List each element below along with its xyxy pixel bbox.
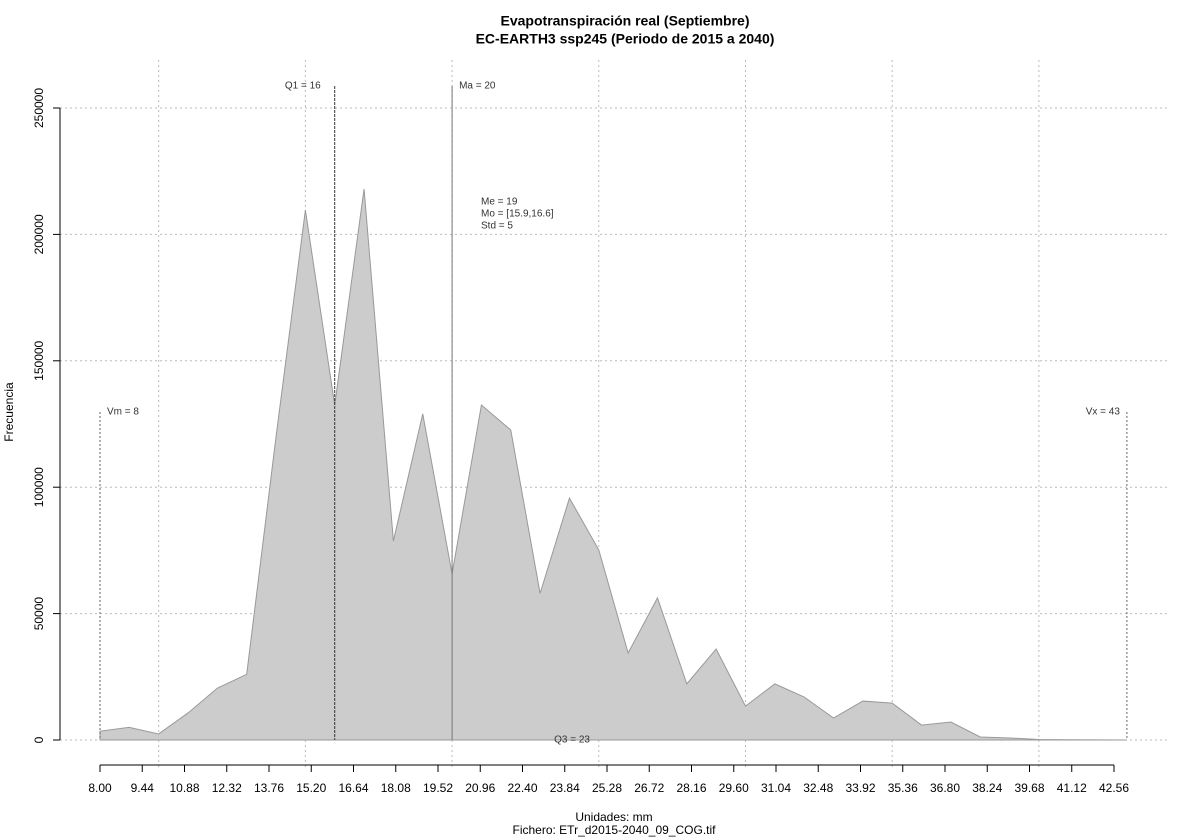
stat-label: Std = 5 bbox=[481, 221, 513, 232]
annotation-label: Q3 = 23 bbox=[554, 735, 590, 746]
x-tick-label: 20.96 bbox=[465, 781, 495, 795]
x-tick-label: 32.48 bbox=[803, 781, 833, 795]
y-tick-label: 250000 bbox=[32, 88, 46, 128]
x-tick-label: 9.44 bbox=[131, 781, 155, 795]
x-tick-label: 36.80 bbox=[930, 781, 960, 795]
annotation-label: Q1 = 16 bbox=[285, 81, 321, 92]
area bbox=[99, 188, 1127, 741]
y-tick-label: 200000 bbox=[32, 214, 46, 254]
x-tick-label: 15.20 bbox=[296, 781, 326, 795]
x-tick-label: 38.24 bbox=[972, 781, 1002, 795]
x-tick-label: 26.72 bbox=[634, 781, 664, 795]
y-tick-label: 100000 bbox=[32, 467, 46, 507]
x-tick-label: 41.12 bbox=[1057, 781, 1087, 795]
x-tick-label: 29.60 bbox=[719, 781, 749, 795]
x-tick-label: 8.00 bbox=[88, 781, 112, 795]
y-tick-label: 150000 bbox=[32, 340, 46, 380]
caption: Fichero: ETr_d2015-2040_09_COG.tif bbox=[513, 823, 717, 837]
annotation-label: Ma = 20 bbox=[459, 81, 496, 92]
x-tick-label: 31.04 bbox=[761, 781, 791, 795]
x-tick-label: 42.56 bbox=[1099, 781, 1129, 795]
x-tick-label: 19.52 bbox=[423, 781, 453, 795]
y-tick-label: 0 bbox=[32, 736, 46, 743]
annotation-label: Vx = 43 bbox=[1086, 407, 1121, 418]
chart-subtitle: EC-EARTH3 ssp245 (Periodo de 2015 a 2040… bbox=[476, 31, 775, 47]
x-tick-label: 12.32 bbox=[212, 781, 242, 795]
x-tick-label: 18.08 bbox=[381, 781, 411, 795]
x-tick-label: 22.40 bbox=[507, 781, 537, 795]
y-axis-label: Frecuencia bbox=[2, 382, 16, 442]
x-tick-label: 13.76 bbox=[254, 781, 284, 795]
x-tick-label: 28.16 bbox=[676, 781, 706, 795]
x-tick-label: 25.28 bbox=[592, 781, 622, 795]
x-tick-label: 10.88 bbox=[169, 781, 199, 795]
x-axis-label: Unidades: mm bbox=[575, 810, 652, 824]
stat-label: Me = 19 bbox=[481, 197, 518, 208]
x-tick-label: 23.84 bbox=[550, 781, 580, 795]
x-tick-label: 35.36 bbox=[888, 781, 918, 795]
x-tick-label: 16.64 bbox=[338, 781, 368, 795]
chart-title: Evapotranspiración real (Septiembre) bbox=[501, 13, 750, 29]
stat-label: Mo = [15.9,16.6] bbox=[481, 209, 554, 220]
x-tick-label: 39.68 bbox=[1014, 781, 1044, 795]
annotation-label: Vm = 8 bbox=[107, 407, 139, 418]
x-tick-label: 33.92 bbox=[845, 781, 875, 795]
y-tick-label: 50000 bbox=[32, 597, 46, 631]
